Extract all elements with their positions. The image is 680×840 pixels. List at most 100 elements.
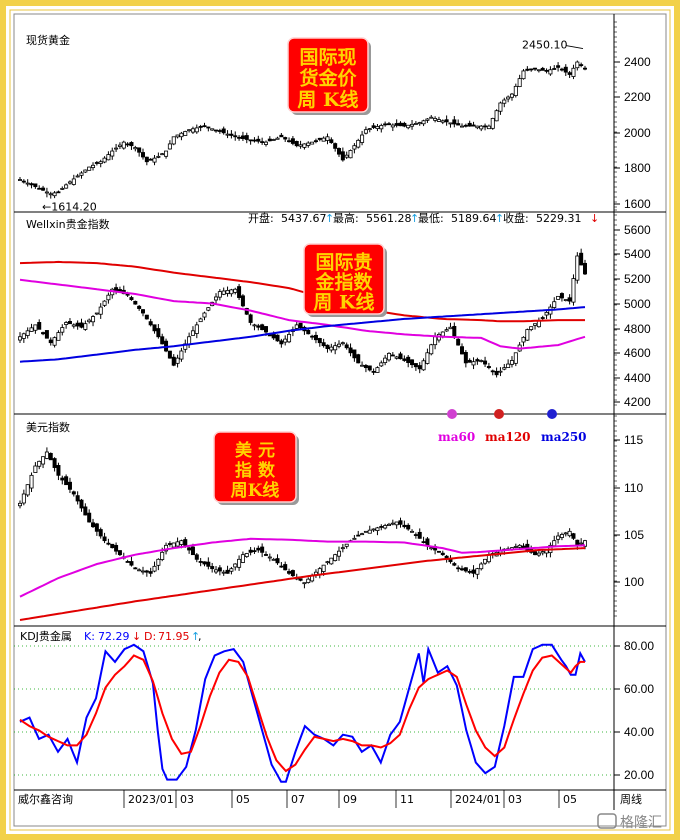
candle-body [310, 335, 315, 338]
candle-body [160, 336, 165, 345]
candle-body [140, 309, 145, 314]
candle-body [214, 296, 219, 301]
candle-body [287, 333, 292, 343]
candle-body [167, 543, 172, 545]
candle-body [271, 558, 276, 561]
candle-body [148, 158, 153, 161]
candle-body [56, 332, 61, 341]
candle-body [221, 290, 226, 295]
candle-body [302, 143, 307, 148]
candle-body [448, 326, 453, 330]
candle-body [302, 582, 307, 585]
candle-body [536, 552, 541, 556]
d-label: D: [144, 630, 156, 643]
candle-body [21, 180, 26, 183]
candle-body [225, 569, 230, 574]
close-label: 收盘: [503, 211, 529, 225]
candle-body [337, 550, 342, 557]
candle-body [48, 193, 53, 196]
candle-body [383, 123, 388, 126]
panel1-title: 现货黄金 [26, 33, 70, 47]
candle-body [425, 538, 430, 546]
candle-body [144, 156, 149, 163]
candle-body [75, 495, 80, 502]
candle-body [371, 528, 376, 531]
candle-body [263, 326, 268, 333]
candle-body [533, 551, 538, 556]
candle-body [260, 546, 265, 553]
candle-body [298, 322, 303, 329]
candle-body [248, 549, 253, 553]
candle-body [237, 136, 242, 139]
candle-body [506, 363, 511, 368]
ma250-line [19, 306, 586, 363]
candle-body [48, 339, 53, 344]
candle-body [71, 491, 76, 495]
candle-body [187, 129, 192, 132]
kdj-trailing-comma: , [198, 630, 202, 643]
open-value: 5437.67 [281, 212, 327, 225]
candle-body [71, 324, 76, 327]
candle-body [583, 67, 588, 70]
candle-body [98, 306, 103, 315]
candle-body [114, 545, 119, 552]
candle-body [79, 172, 84, 176]
candle-body [83, 323, 88, 330]
candle-body [217, 291, 222, 298]
candle-body [467, 122, 472, 127]
candle-body [494, 110, 499, 122]
candle-body [248, 139, 253, 142]
candle-body [160, 551, 165, 560]
candle-body [217, 567, 222, 572]
candle-body [160, 153, 165, 156]
y-tick-label: 1600 [624, 197, 651, 211]
candle-body [410, 530, 415, 533]
candle-body [406, 124, 411, 129]
candle-body [371, 125, 376, 128]
candle-body [529, 68, 534, 71]
candle-body [375, 367, 380, 373]
candle-body [137, 147, 142, 153]
candle-body [167, 143, 172, 150]
candle-body [425, 352, 430, 364]
candle-body [60, 327, 65, 333]
candle-body [509, 93, 514, 98]
candle-body [313, 334, 318, 341]
candle-body [452, 119, 457, 125]
ma60-dot-icon [447, 409, 457, 419]
candle-body [571, 533, 576, 539]
ma-legend: ma60 ma120 ma250 [438, 409, 587, 444]
candle-body [198, 561, 203, 563]
ma120-line [19, 260, 585, 323]
candle-body [83, 506, 88, 516]
candle-body [283, 564, 288, 571]
badge-text-line: 货金价 [299, 67, 357, 90]
candle-body [37, 460, 42, 467]
candle-body [179, 350, 184, 360]
candle-body [483, 125, 488, 128]
candle-body [79, 499, 84, 509]
y-tick-label: 4800 [624, 322, 651, 336]
y-tick-label: 5400 [624, 247, 651, 261]
candle-body [67, 320, 72, 325]
candle-body [25, 330, 30, 336]
candle-body [287, 140, 292, 143]
candle-body [556, 535, 561, 540]
candle-body [521, 336, 526, 343]
candle-body [267, 138, 272, 142]
low-value: 5189.64 [451, 212, 497, 225]
candle-body [64, 476, 69, 486]
candle-body [352, 349, 357, 359]
candle-body [348, 347, 353, 354]
candle-body [498, 370, 503, 373]
candle-body [110, 543, 115, 549]
period-label: 周线 [620, 792, 642, 806]
candle-body [513, 546, 518, 548]
candle-body [125, 561, 130, 563]
candle-body [225, 133, 230, 136]
candle-body [552, 540, 557, 547]
candle-body [460, 125, 465, 128]
candle-body [479, 360, 484, 362]
badge-text-line: 金指数 [314, 271, 373, 294]
